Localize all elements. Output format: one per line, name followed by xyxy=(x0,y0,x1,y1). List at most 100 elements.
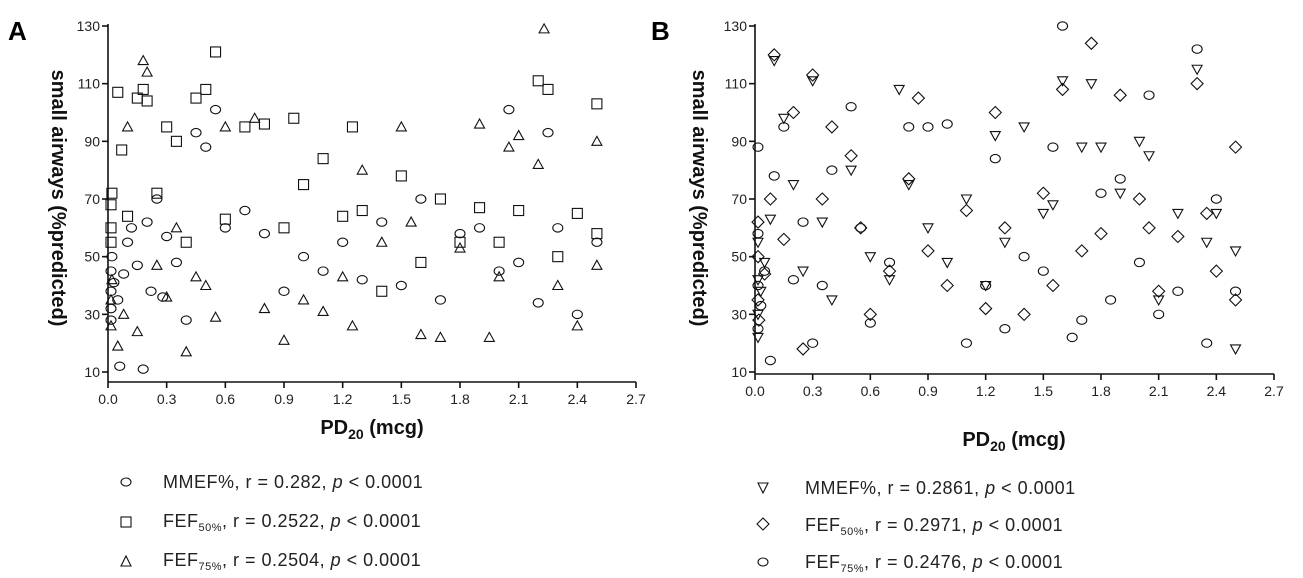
data-point-triangle-down xyxy=(825,295,838,307)
data-point-circle xyxy=(454,228,466,239)
data-point-square xyxy=(542,83,554,95)
data-point-square xyxy=(532,75,544,87)
x-tick-label: 0.9 xyxy=(274,391,294,407)
data-point-triangle-down xyxy=(1171,208,1184,220)
data-point-square xyxy=(170,135,182,147)
data-point-circle xyxy=(141,217,153,227)
data-point-triangle xyxy=(454,241,466,253)
data-point-triangle xyxy=(170,221,183,233)
data-point-diamond xyxy=(767,48,782,62)
data-point-circle xyxy=(1037,266,1049,276)
data-point-diamond xyxy=(1151,284,1166,299)
data-point-diamond xyxy=(1075,244,1089,258)
circle-marker-icon xyxy=(757,557,769,567)
data-point-triangle xyxy=(150,259,163,270)
x-tick-label: 0.6 xyxy=(216,391,236,407)
data-point-circle xyxy=(552,223,564,233)
data-point-triangle xyxy=(571,319,584,331)
y-tick-label: 50 xyxy=(731,249,747,265)
data-point-triangle xyxy=(209,311,222,322)
data-point-square xyxy=(395,170,407,182)
data-point-diamond xyxy=(751,215,765,229)
data-point-circle xyxy=(180,315,192,325)
y-tick-label: 50 xyxy=(84,249,100,265)
y-tick-label: 110 xyxy=(78,76,101,92)
panel-b-letter: B xyxy=(651,16,670,46)
data-point-triangle xyxy=(346,319,359,331)
data-point-triangle xyxy=(131,325,144,337)
data-point-diamond xyxy=(901,172,916,186)
data-point-circle xyxy=(787,274,799,285)
data-point-triangle xyxy=(512,129,525,141)
data-point-square xyxy=(105,199,117,211)
data-point-square xyxy=(415,256,427,268)
data-point-triangle-down xyxy=(1047,200,1059,211)
data-point-square xyxy=(258,118,270,130)
data-point-triangle-down xyxy=(752,309,764,321)
data-point-circle xyxy=(855,223,867,233)
x-tick-label: 0.3 xyxy=(803,383,823,399)
data-point-triangle-down xyxy=(941,257,954,269)
data-point-triangle xyxy=(278,334,290,345)
data-point-square xyxy=(317,153,329,165)
data-point-square xyxy=(288,112,300,124)
data-point-circle xyxy=(1230,286,1242,297)
data-point-square xyxy=(552,251,564,263)
x-tick-label: 0.0 xyxy=(745,383,765,399)
data-point-triangle xyxy=(105,273,118,285)
data-point-circle xyxy=(980,280,992,291)
data-point-diamond xyxy=(863,307,878,322)
data-point-diamond xyxy=(1046,278,1060,293)
data-point-triangle xyxy=(199,279,212,291)
panel-a-legend-item-fef75: FEF75%, r = 0.2504, p < 0.0001 xyxy=(120,550,421,573)
data-point-circle xyxy=(768,171,780,181)
data-point-circle xyxy=(864,318,876,328)
data-point-square xyxy=(112,86,124,98)
data-point-circle xyxy=(415,194,427,204)
data-point-triangle xyxy=(180,345,193,357)
data-point-circle xyxy=(395,280,407,291)
data-point-triangle xyxy=(532,158,545,169)
data-point-circle xyxy=(125,223,138,233)
data-point-square xyxy=(493,236,505,248)
data-point-circle xyxy=(114,361,126,371)
x-tick-label: 1.2 xyxy=(976,383,996,399)
data-point-square xyxy=(591,98,603,110)
panel-a-legend: MMEF%, r = 0.282, p < 0.0001 FEF50%, r =… xyxy=(120,472,423,573)
panel-a-legend-item-mmef: MMEF%, r = 0.282, p < 0.0001 xyxy=(120,472,423,492)
y-tick-label: 90 xyxy=(84,133,100,149)
data-point-triangle-down xyxy=(1143,151,1155,162)
data-point-triangle xyxy=(258,302,271,314)
panel-b-y-axis-title: small airways (%predicted) xyxy=(688,70,710,327)
data-point-triangle-down xyxy=(754,286,767,298)
x-tick-label: 0.0 xyxy=(98,391,118,407)
data-point-circle xyxy=(210,104,222,115)
data-point-triangle xyxy=(219,120,232,132)
data-point-circle xyxy=(258,228,270,239)
data-point-triangle-down xyxy=(893,84,906,96)
data-point-diamond xyxy=(1113,88,1127,102)
data-point-diamond xyxy=(751,249,765,264)
data-point-triangle xyxy=(137,54,150,66)
data-point-triangle xyxy=(538,22,551,34)
data-point-circle xyxy=(131,260,143,271)
data-point-triangle-down xyxy=(777,113,790,125)
data-point-triangle-down xyxy=(883,275,896,286)
data-point-circle xyxy=(145,286,157,297)
data-point-circle xyxy=(1143,90,1155,100)
data-point-triangle xyxy=(590,135,603,146)
data-point-triangle-down xyxy=(752,275,764,286)
data-point-circle xyxy=(474,223,486,233)
data-point-triangle-down xyxy=(864,252,877,263)
data-point-diamond xyxy=(1171,229,1185,244)
data-point-square xyxy=(239,121,251,133)
data-point-triangle xyxy=(375,236,388,247)
data-point-triangle-down xyxy=(816,217,829,229)
data-point-square xyxy=(190,92,202,104)
x-tick-label: 2.7 xyxy=(1264,383,1284,399)
data-point-circle xyxy=(591,237,603,248)
data-point-square xyxy=(298,179,310,191)
data-point-triangle xyxy=(414,328,427,340)
data-point-circle xyxy=(941,119,953,129)
